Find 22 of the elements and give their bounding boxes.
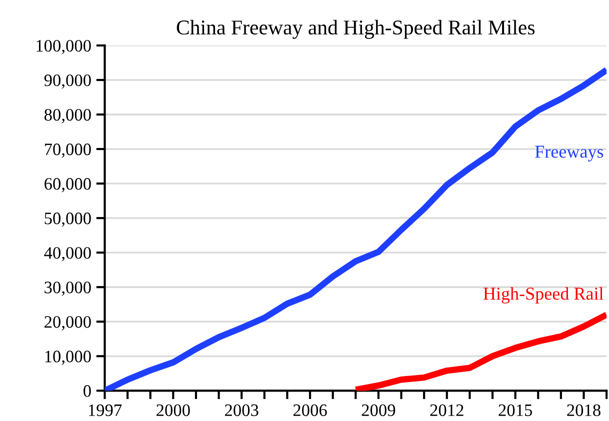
x-tick-label: 2000 [156,404,190,416]
x-tick-label: 2009 [362,404,396,416]
y-tick-label: 40,000 [44,247,91,262]
y-tick-label: 50,000 [44,212,91,227]
series-label: High-Speed Rail [483,287,604,304]
y-tick-label: 80,000 [44,108,91,124]
y-tick-label: 90,000 [44,74,91,89]
y-tick-label: 30,000 [44,282,91,296]
x-tick-label: 2015 [498,404,532,416]
x-tick-label: 2012 [430,404,464,416]
y-tick-label: 20,000 [44,316,91,330]
y-tick-label: 0 [84,385,91,397]
x-tick-label: 2018 [567,404,600,416]
x-tick-label: 2006 [293,404,327,416]
x-tick-label: 1997 [88,404,122,416]
y-tick-label: 100,000 [36,40,91,54]
x-tick-label: 2003 [225,404,258,416]
y-tick-label: 60,000 [44,178,91,192]
y-tick-label: 10,000 [45,350,91,365]
y-tick-label: 70,000 [44,144,91,158]
series-label: Freeways [535,146,604,162]
chart-title: China Freeway and High-Speed Rail Miles [176,20,535,39]
